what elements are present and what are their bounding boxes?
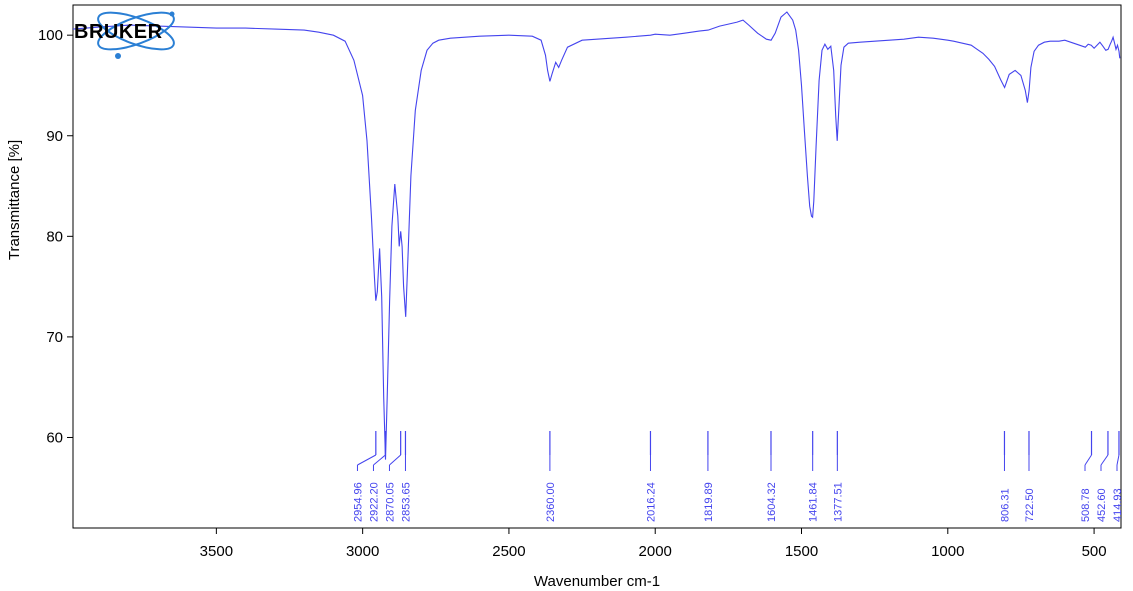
logo-text: BRUKER <box>74 21 163 43</box>
peak-marker: 1461.84 <box>808 431 820 522</box>
peak-marker: 414.93 <box>1112 431 1124 522</box>
peak-label: 2016.24 <box>646 482 658 522</box>
peak-marker: 2016.24 <box>646 431 658 522</box>
y-axis-title: Transmittance [%] <box>6 140 23 260</box>
peak-label: 1819.89 <box>703 482 715 522</box>
peak-label: 1461.84 <box>808 482 820 522</box>
x-tick-label: 1500 <box>785 543 818 560</box>
peak-marker: 806.31 <box>1000 431 1012 522</box>
peak-label: 452.60 <box>1096 488 1108 522</box>
spectrum-line <box>72 11 1121 460</box>
x-tick-label: 500 <box>1082 543 1107 560</box>
y-tick-label: 60 <box>46 429 63 446</box>
peak-marker: 2922.20 <box>369 431 387 522</box>
peak-label: 2360.00 <box>545 482 557 522</box>
x-tick-label: 2000 <box>639 543 672 560</box>
peak-label: 1604.32 <box>766 482 778 522</box>
y-tick-label: 70 <box>46 329 63 346</box>
peak-label: 722.50 <box>1024 488 1036 522</box>
x-tick-label: 1000 <box>931 543 964 560</box>
plot-frame <box>72 4 1122 529</box>
y-tick-label: 80 <box>46 228 63 245</box>
peak-marker: 722.50 <box>1024 431 1036 522</box>
peak-marker: 2360.00 <box>545 431 557 522</box>
peak-marker: 1604.32 <box>766 431 778 522</box>
peak-marker: 2870.05 <box>385 431 402 522</box>
peak-marker: 2853.65 <box>401 431 413 522</box>
peak-label: 806.31 <box>1000 488 1012 522</box>
x-axis: 3500 3000 2500 2000 1500 1000 500 <box>200 528 1107 560</box>
peak-markers: 2954.96 2922.20 2870.05 2853.65 2360.00 2016.… <box>353 431 1124 522</box>
bruker-logo: BRUKER <box>74 11 175 59</box>
peak-marker: 2954.96 <box>353 431 377 522</box>
peak-label: 508.78 <box>1080 488 1092 522</box>
peak-label: 2922.20 <box>369 482 381 522</box>
peak-label: 1377.51 <box>832 482 844 522</box>
peak-label: 2870.05 <box>385 482 397 522</box>
peak-label: 414.93 <box>1112 488 1124 522</box>
x-tick-label: 3000 <box>346 543 379 560</box>
peak-label: 2954.96 <box>353 482 365 522</box>
peak-marker: 452.60 <box>1096 431 1109 522</box>
y-axis: 60 70 80 90 100 <box>38 27 73 446</box>
peak-marker: 1819.89 <box>703 431 715 522</box>
peak-label: 2853.65 <box>401 482 413 522</box>
x-axis-title: Wavenumber cm-1 <box>534 573 660 590</box>
x-tick-label: 3500 <box>200 543 233 560</box>
peak-marker: 1377.51 <box>832 431 844 522</box>
x-tick-label: 2500 <box>492 543 525 560</box>
y-tick-label: 100 <box>38 27 63 44</box>
peak-marker: 508.78 <box>1080 431 1093 522</box>
y-tick-label: 90 <box>46 128 63 145</box>
